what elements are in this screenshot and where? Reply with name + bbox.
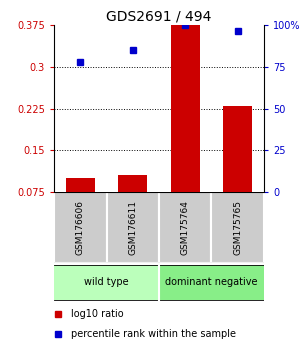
Text: GSM176606: GSM176606 (76, 200, 85, 255)
Text: GSM176611: GSM176611 (128, 200, 137, 255)
Text: percentile rank within the sample: percentile rank within the sample (71, 329, 236, 339)
Bar (212, 192, 264, 263)
Text: GSM175764: GSM175764 (181, 200, 190, 255)
Text: dominant negative: dominant negative (165, 277, 258, 287)
Bar (223, 106, 252, 192)
Text: wild type: wild type (84, 277, 129, 287)
Text: GSM175765: GSM175765 (233, 200, 242, 255)
Bar (159, 192, 211, 263)
Bar (118, 175, 147, 192)
Title: GDS2691 / 494: GDS2691 / 494 (106, 10, 212, 24)
Bar (66, 178, 95, 192)
Bar (54, 265, 159, 300)
Bar (171, 25, 200, 192)
Bar (54, 192, 106, 263)
Text: log10 ratio: log10 ratio (71, 309, 123, 319)
Bar (106, 192, 159, 263)
Bar (159, 265, 264, 300)
